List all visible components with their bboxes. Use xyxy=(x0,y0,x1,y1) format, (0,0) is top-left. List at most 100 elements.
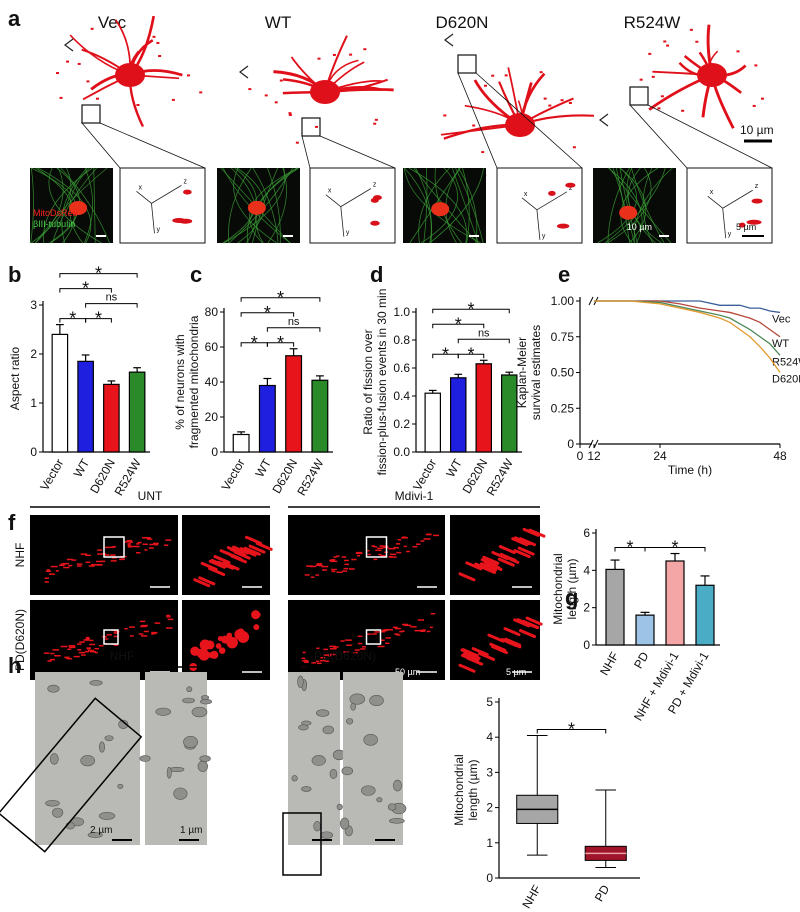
mitochondrion xyxy=(389,556,397,558)
scale-label: 5 µm xyxy=(736,222,756,232)
mitochondrion xyxy=(389,553,397,556)
mitochondrion xyxy=(315,660,320,663)
inset-axis xyxy=(707,195,723,209)
bar xyxy=(501,374,518,453)
mitochondrion xyxy=(487,633,505,643)
inset-axis xyxy=(325,194,342,207)
group-label: NHF xyxy=(110,649,135,663)
inset-axis-label: x xyxy=(524,191,528,198)
mitochondrion xyxy=(323,648,329,651)
bar xyxy=(128,371,146,453)
mitochondrion xyxy=(399,630,403,633)
significance-bracket xyxy=(432,323,485,329)
significance-bracket xyxy=(85,318,112,323)
mitochondrion xyxy=(96,563,102,566)
axis-break xyxy=(588,439,594,449)
em-organelle xyxy=(118,719,129,729)
soma xyxy=(431,202,450,217)
mitochondrion xyxy=(129,541,134,543)
significance-label: * xyxy=(467,299,474,319)
y-axis-label: % of neurons with xyxy=(173,334,187,429)
significance-label: * xyxy=(671,538,678,558)
mitochondrion xyxy=(316,563,323,565)
significance-bracket xyxy=(240,312,295,317)
mitochondrion xyxy=(340,640,345,642)
em-organelle xyxy=(297,675,304,688)
mitochondrion xyxy=(402,623,409,626)
x-tick-label: 0 xyxy=(577,449,584,463)
x-tick-label: R524W xyxy=(484,456,516,498)
mitochondrion xyxy=(237,631,250,644)
inset-axis-label: z xyxy=(183,178,187,185)
mitochondrion xyxy=(330,568,337,571)
mitochondrion xyxy=(213,555,231,565)
y-tick-label: 0 xyxy=(30,445,37,459)
x-tick-label: R524W xyxy=(294,456,326,498)
tubulin-fiber xyxy=(83,167,93,244)
em-organelle xyxy=(200,699,212,705)
em-organelle xyxy=(80,755,96,767)
mitochondrion xyxy=(226,636,238,649)
axis-glyph xyxy=(599,113,609,127)
mitochondrion-3d xyxy=(738,222,746,228)
mitochondrion xyxy=(127,546,132,548)
mitochondrion xyxy=(348,568,355,570)
mito-fragment xyxy=(660,95,664,98)
mito-fragment xyxy=(483,84,487,87)
mitochondrion xyxy=(302,660,309,662)
y-tick-label: 6 xyxy=(583,526,590,540)
inset-axis-label: x xyxy=(328,188,332,195)
mitochondrion xyxy=(165,627,173,629)
tubulin-fiber xyxy=(619,167,638,244)
mitochondrion xyxy=(166,614,171,617)
inset-axis-label: y xyxy=(346,230,350,237)
survival-curve xyxy=(594,300,781,338)
inset-axis xyxy=(722,208,727,239)
mito-fragment xyxy=(158,55,162,58)
mito-fragment xyxy=(539,71,543,74)
mitochondrion xyxy=(63,562,70,565)
mitochondrion xyxy=(465,561,483,571)
mitochondrion xyxy=(373,558,378,561)
mitochondrion xyxy=(97,553,103,555)
mitochondrion xyxy=(88,565,95,567)
soma xyxy=(619,205,638,220)
significance-label: * xyxy=(264,303,271,323)
y-tick-label: 80 xyxy=(205,305,219,319)
mitochondrion-3d xyxy=(172,218,186,224)
tubulin-fiber xyxy=(642,167,654,244)
panel-label: h xyxy=(8,653,21,678)
em-organelle xyxy=(336,803,343,811)
mitochondrion xyxy=(356,554,360,557)
mitochondrion xyxy=(46,569,50,571)
tubulin-fiber xyxy=(612,167,635,244)
inset-axis-label: x xyxy=(138,184,142,191)
mito-fragment xyxy=(689,28,693,31)
inset-axis-label: x xyxy=(710,189,714,196)
panel-label: d xyxy=(370,262,383,287)
mitochondrion xyxy=(243,546,261,556)
mitochondrion xyxy=(226,632,233,639)
legend-label: R524W xyxy=(772,356,800,368)
mitochondrion xyxy=(154,543,159,546)
scale-label: 10 µm xyxy=(627,222,652,232)
mitochondrion xyxy=(403,545,407,548)
mitochondrion xyxy=(310,576,315,578)
mitochondrion xyxy=(404,624,412,627)
mitochondrion xyxy=(356,551,363,554)
em-organelle xyxy=(173,787,188,800)
significance-label: ns xyxy=(478,327,490,339)
em-image xyxy=(145,672,207,845)
mito-fragment xyxy=(95,97,99,100)
em-organelle xyxy=(361,785,376,796)
significance-bracket xyxy=(59,288,112,293)
y-tick-label: 4 xyxy=(486,730,493,744)
mitochondrion xyxy=(85,636,90,639)
em-organelle xyxy=(387,803,397,811)
tubulin-fiber xyxy=(233,167,277,244)
mitochondrion xyxy=(144,549,148,551)
mitochondrion xyxy=(360,648,366,650)
mito-fragment xyxy=(754,64,758,67)
y-tick-label: 0.25 xyxy=(551,401,575,415)
